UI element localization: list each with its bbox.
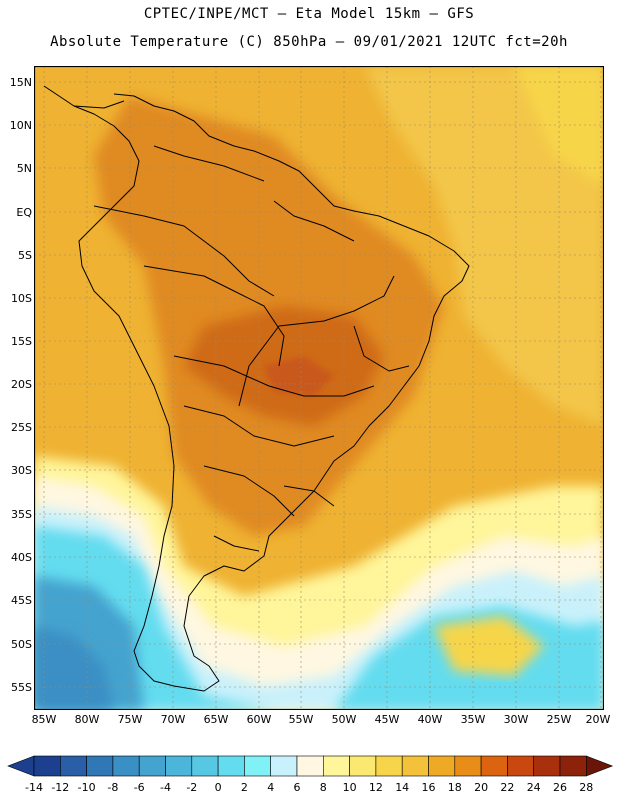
colorbar-swatch bbox=[322, 755, 350, 777]
lon-label-25w: 25W bbox=[546, 713, 572, 726]
lon-label-45w: 45W bbox=[374, 713, 400, 726]
lat-label-50s: 50S bbox=[11, 638, 32, 651]
colorbar-swatch bbox=[191, 755, 219, 777]
colorbar-swatch bbox=[138, 755, 166, 777]
colorbar-tick-label: 16 bbox=[422, 781, 436, 794]
colorbar-tick-label: 24 bbox=[527, 781, 541, 794]
colorbar-tick-label: 2 bbox=[241, 781, 248, 794]
colorbar-swatch bbox=[349, 755, 377, 777]
colorbar-tick-label: 20 bbox=[474, 781, 488, 794]
colorbar-tick-label: 26 bbox=[553, 781, 567, 794]
colorbar-swatch bbox=[59, 755, 87, 777]
colorbar-tick-label: -10 bbox=[78, 781, 96, 794]
lat-label-25s: 25S bbox=[11, 421, 32, 434]
colorbar-tick-label: -6 bbox=[134, 781, 145, 794]
colorbar-tick-label: 6 bbox=[294, 781, 301, 794]
coastlines bbox=[43, 85, 470, 692]
colorbar-swatch bbox=[165, 755, 193, 777]
colorbar-tick-label: 18 bbox=[448, 781, 462, 794]
colorbar-swatch bbox=[244, 755, 271, 777]
lon-label-70w: 70W bbox=[160, 713, 186, 726]
lat-label-15n: 15N bbox=[9, 76, 32, 89]
lon-label-30w: 30W bbox=[503, 713, 529, 726]
lat-label-15s: 15S bbox=[11, 335, 32, 348]
lat-label-30s: 30S bbox=[11, 464, 32, 477]
colorbar-tick-label: 22 bbox=[500, 781, 514, 794]
colorbar-tick-label: -8 bbox=[107, 781, 118, 794]
colorbar-tick-label: 0 bbox=[215, 781, 222, 794]
lon-label-65w: 65W bbox=[203, 713, 229, 726]
lon-label-20w: 20W bbox=[585, 713, 611, 726]
colorbar-swatch bbox=[480, 755, 508, 777]
colorbar-swatch bbox=[33, 755, 61, 777]
colorbar-tick-label: 8 bbox=[320, 781, 327, 794]
colorbar-tick-label: -14 bbox=[25, 781, 43, 794]
colorbar-swatch bbox=[559, 755, 587, 777]
colorbar-swatch bbox=[86, 755, 114, 777]
chart-title: CPTEC/INPE/MCT – Eta Model 15km – GFS bbox=[143, 6, 475, 22]
colorbar-tick-label: 4 bbox=[267, 781, 274, 794]
colorbar-tick-label: 28 bbox=[579, 781, 593, 794]
lat-label-10n: 10N bbox=[9, 119, 32, 132]
lon-label-35w: 35W bbox=[460, 713, 486, 726]
lat-label-55s: 55S bbox=[11, 681, 32, 694]
lat-label-10s: 10S bbox=[11, 292, 32, 305]
colorbar-swatch bbox=[270, 755, 298, 777]
lat-label-40s: 40S bbox=[11, 551, 32, 564]
colorbar-swatch bbox=[428, 755, 456, 777]
lat-label-45s: 45S bbox=[11, 594, 32, 607]
colorbar-tick-label: 14 bbox=[395, 781, 409, 794]
colorbar-swatch bbox=[533, 755, 561, 777]
colorbar-max-arrow bbox=[585, 755, 614, 777]
temperature-map bbox=[34, 66, 604, 710]
lat-label-35s: 35S bbox=[11, 508, 32, 521]
colorbar-swatch bbox=[112, 755, 140, 777]
lon-label-80w: 80W bbox=[74, 713, 100, 726]
colorbar-swatch bbox=[217, 755, 245, 777]
chart-subtitle: Absolute Temperature (C) 850hPa – 09/01/… bbox=[50, 34, 568, 50]
colorbar-tick-label: 10 bbox=[343, 781, 357, 794]
lon-label-55w: 55W bbox=[288, 713, 314, 726]
colorbar-swatch bbox=[375, 755, 403, 777]
colorbar-swatch bbox=[296, 755, 324, 777]
grid-lines bbox=[34, 66, 604, 710]
lat-label-5n: 5N bbox=[16, 162, 32, 175]
lon-label-40w: 40W bbox=[417, 713, 443, 726]
colorbar-tick-label: -12 bbox=[51, 781, 69, 794]
colorbar-min-arrow bbox=[7, 755, 35, 777]
colorbar-swatch bbox=[507, 755, 534, 777]
lon-label-85w: 85W bbox=[31, 713, 57, 726]
north-atlantic-field bbox=[364, 66, 604, 426]
lon-label-50w: 50W bbox=[331, 713, 357, 726]
lat-label-5s: 5S bbox=[18, 249, 32, 262]
colorbar-tick-label: 12 bbox=[369, 781, 383, 794]
lon-label-60w: 60W bbox=[246, 713, 272, 726]
colorbar: -14 -12 -10 -8 -6 -4 -2 0 2 4 6 8 10 12 14 16 18 20 22 24 26… bbox=[7, 755, 614, 794]
colorbar-tick-label: -4 bbox=[160, 781, 171, 794]
colorbar-swatch bbox=[401, 755, 429, 777]
lat-label-20s: 20S bbox=[11, 378, 32, 391]
colorbar-swatch bbox=[454, 755, 482, 777]
colorbar-tick-label: -2 bbox=[186, 781, 197, 794]
lon-label-75w: 75W bbox=[117, 713, 143, 726]
lat-label-eq: EQ bbox=[16, 206, 32, 219]
